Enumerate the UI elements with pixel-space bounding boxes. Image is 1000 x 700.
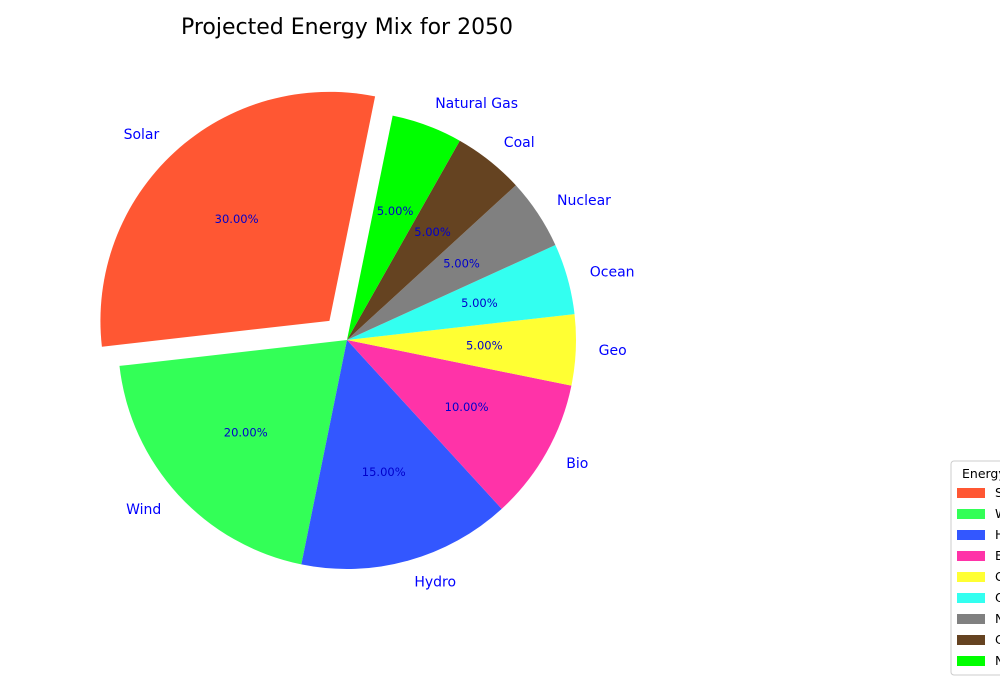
legend-entry-bio: Bio <box>995 548 1000 563</box>
legend-entry-geo: Geo <box>995 569 1000 584</box>
pie-slice-natural-gas <box>347 115 460 340</box>
pie-slice-wind <box>119 340 347 565</box>
legend-swatch-natural-gas <box>957 656 985 666</box>
legend-swatch-ocean <box>957 593 985 603</box>
pie-slice-nuclear <box>347 185 556 340</box>
pct-label-solar: 30.00% <box>215 212 259 226</box>
pie-slice-geo <box>347 314 576 386</box>
pct-label-geo: 5.00% <box>466 338 503 352</box>
pie-slice-ocean <box>347 245 575 340</box>
pct-label-hydro: 15.00% <box>362 465 406 479</box>
slice-label-coal: Coal <box>504 135 535 151</box>
pie-slice-solar <box>100 91 376 347</box>
slice-label-hydro: Hydro <box>414 575 456 591</box>
legend-swatch-nuclear <box>957 614 985 624</box>
slice-label-solar: Solar <box>124 127 160 143</box>
slice-label-wind: Wind <box>126 502 161 518</box>
legend-entry-hydro: Hydro <box>995 527 1000 542</box>
pie-slice-coal <box>347 140 516 340</box>
pct-label-bio: 10.00% <box>445 400 489 414</box>
legend-entry-nuclear: Nuclear <box>995 611 1000 626</box>
legend-entry-coal: Coal <box>995 632 1000 647</box>
legend-swatch-coal <box>957 635 985 645</box>
slice-label-nuclear: Nuclear <box>557 193 611 209</box>
slice-label-natural-gas: Natural Gas <box>435 96 518 112</box>
slice-label-ocean: Ocean <box>590 265 635 281</box>
pct-label-coal: 5.00% <box>414 225 451 239</box>
slice-label-geo: Geo <box>599 343 627 359</box>
pie-labels: Solar 30.00% Wind 20.00% Hydro 15.00% Bio 10.00… <box>124 96 635 591</box>
legend-title: Energy Sources <box>962 466 1000 481</box>
legend-swatch-wind <box>957 509 985 519</box>
legend-swatch-hydro <box>957 530 985 540</box>
chart-title: Projected Energy Mix for 2050 <box>181 15 513 40</box>
legend-entry-wind: Wind <box>995 506 1000 521</box>
legend: Energy Sources Solar Wind Hydro Bio Geo Ocean… <box>950 460 1000 676</box>
pct-label-ocean: 5.00% <box>461 296 498 310</box>
legend-entry-solar: Solar <box>995 485 1000 500</box>
legend-swatch-solar <box>957 488 985 498</box>
pct-label-wind: 20.00% <box>224 425 268 439</box>
pie-slice-hydro <box>301 340 502 569</box>
legend-swatch-geo <box>957 572 985 582</box>
legend-entry-natural-gas: Natural Gas <box>995 653 1000 668</box>
pct-label-natural-gas: 5.00% <box>377 204 414 218</box>
legend-entry-ocean: Ocean <box>995 590 1000 605</box>
pie-slice-bio <box>347 340 572 509</box>
legend-swatch-bio <box>957 551 985 561</box>
slice-label-bio: Bio <box>566 456 588 472</box>
pct-label-nuclear: 5.00% <box>443 257 480 271</box>
pie-slices <box>100 91 576 569</box>
